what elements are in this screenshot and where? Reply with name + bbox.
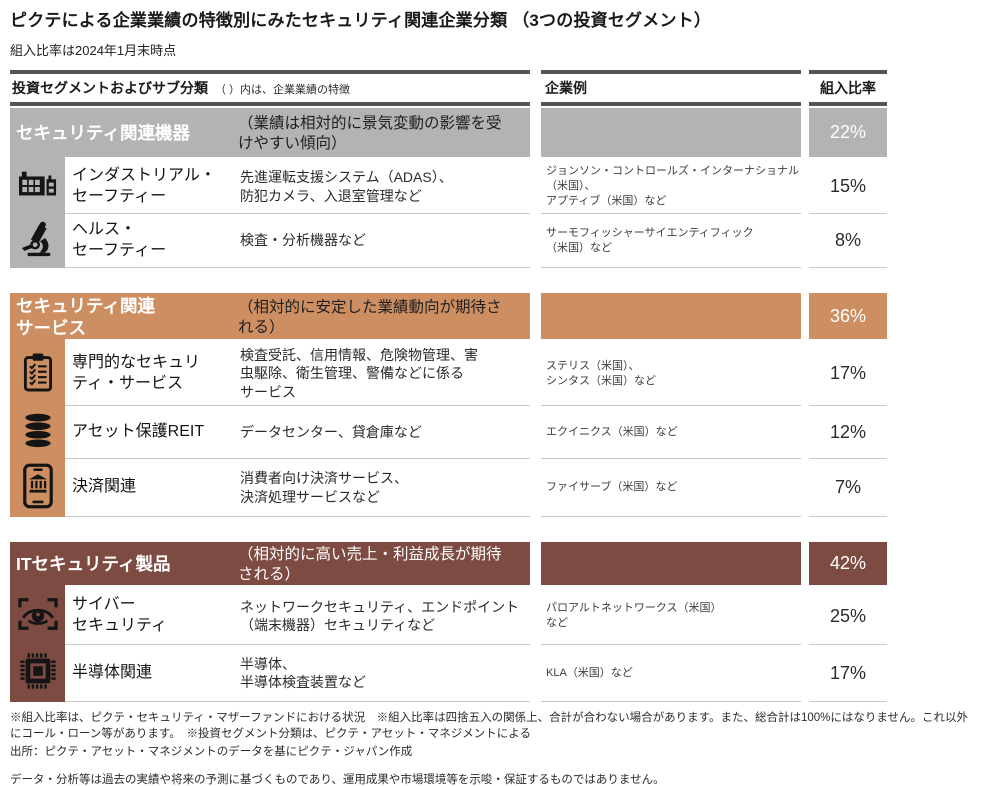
segment-name: ITセキュリティ製品	[16, 554, 171, 575]
payment-phone-icon	[21, 463, 55, 514]
factory-icon	[17, 166, 59, 209]
row-weight: 17%	[809, 645, 887, 702]
row-label: 半導体関連	[65, 645, 235, 702]
segment-weight-badge: 22%	[809, 108, 887, 160]
checklist-icon	[20, 351, 56, 398]
page-title: ピクテによる企業業績の特徴別にみたセキュリティ関連企業分類 （3つの投資セグメン…	[10, 11, 712, 30]
table-row: サイバー セキュリティ ネットワークセキュリティ、エンドポイント （端末機器）セ…	[10, 588, 887, 645]
segment-name: セキュリティ関連 サービス	[16, 295, 155, 338]
column-headers: 投資セグメントおよびサブ分類 （ ）内は、企業業績の特徴 企業例 組入比率	[10, 74, 887, 102]
table-row: 半導体関連 半導体、 半導体検査装置など KLA（米国）など 17%	[10, 645, 887, 702]
row-examples: KLA（米国）など	[541, 645, 801, 702]
row-description: ネットワークセキュリティ、エンドポイント （端末機器）セキュリティなど	[235, 588, 530, 645]
table-row: 決済関連 消費者向け決済サービス、 決済処理サービスなど ファイサーブ（米国）な…	[10, 459, 887, 517]
segment-header: セキュリティ関連 サービス （相対的に安定した業績動向が期待さ れる） 36%	[10, 293, 887, 342]
column-header-segment-note: （ ）内は、企業業績の特徴	[215, 84, 351, 96]
row-label: アセット保護REIT	[65, 406, 235, 459]
segment-it-products: ITセキュリティ製品 （相対的に高い売上・利益成長が期待 される） 42%	[10, 542, 972, 702]
row-examples: ファイサーブ（米国）など	[541, 459, 801, 517]
row-weight: 15%	[809, 160, 887, 214]
microscope-icon	[19, 219, 57, 264]
footnotes: ※組入比率は、ピクテ・セキュリティ・マザーファンドにおける状況 ※組入比率は四捨…	[10, 710, 972, 786]
footnote-source: 出所：ピクテ・アセット・マネジメントのデータを基にピクテ・ジャパン作成	[10, 745, 413, 758]
segment-trait: （相対的に安定した業績動向が期待さ れる）	[238, 298, 502, 336]
row-label: 専門的なセキュリ ティ・サービス	[65, 342, 235, 406]
row-description: 検査・分析機器など	[235, 214, 530, 268]
header-rule-bottom	[10, 102, 887, 106]
row-examples: エクイニクス（米国）など	[541, 406, 801, 459]
row-weight: 25%	[809, 588, 887, 645]
segment-trait: （相対的に高い売上・利益成長が期待 される）	[238, 546, 502, 583]
eye-scan-icon	[16, 595, 60, 638]
footnote-disclaimer: データ・分析等は過去の実績や将来の予測に基づくものであり、運用成果や市場環境等を…	[10, 773, 665, 786]
row-label: ヘルス・ セーフティー	[65, 214, 235, 268]
chip-icon	[17, 650, 59, 697]
row-examples: パロアルトネットワークス（米国） など	[541, 588, 801, 645]
table-row: アセット保護REIT データセンター、貸倉庫など エクイニクス（米国）など 12…	[10, 406, 887, 459]
row-description: 半導体、 半導体検査装置など	[235, 645, 530, 702]
segment-services: セキュリティ関連 サービス （相対的に安定した業績動向が期待さ れる） 36%	[10, 293, 972, 517]
segment-weight-badge: 42%	[809, 542, 887, 588]
row-weight: 8%	[809, 214, 887, 268]
page-subtitle: 組入比率は2024年1月末時点	[10, 43, 177, 58]
row-label: サイバー セキュリティ	[65, 588, 235, 645]
column-header-examples: 企業例	[545, 80, 587, 96]
segment-name: セキュリティ関連機器	[16, 123, 190, 144]
table-header: 投資セグメントおよびサブ分類 （ ）内は、企業業績の特徴 企業例 組入比率	[10, 70, 972, 106]
segment-weight-badge: 36%	[809, 293, 887, 342]
row-weight: 17%	[809, 342, 887, 406]
database-icon	[20, 410, 56, 455]
segment-trait: （業績は相対的に景気変動の影響を受 けやすい傾向）	[238, 115, 502, 152]
segment-header: セキュリティ関連機器 （業績は相対的に景気変動の影響を受 けやすい傾向） 22%	[10, 108, 887, 160]
segment-equipment: セキュリティ関連機器 （業績は相対的に景気変動の影響を受 けやすい傾向） 22%	[10, 108, 972, 268]
row-label: インダストリアル・ セーフティー	[65, 160, 235, 214]
row-label: 決済関連	[65, 459, 235, 517]
row-description: 先進運転支援システム（ADAS）、 防犯カメラ、入退室管理など	[235, 160, 530, 214]
footnote-notes: ※組入比率は、ピクテ・セキュリティ・マザーファンドにおける状況 ※組入比率は四捨…	[10, 712, 969, 741]
row-description: データセンター、貸倉庫など	[235, 406, 530, 459]
column-header-weight: 組入比率	[820, 80, 876, 96]
row-examples: サーモフィッシャーサイエンティフィック （米国）など	[541, 214, 801, 268]
row-examples: ステリス（米国）、 シンタス（米国）など	[541, 342, 801, 406]
header-rule-top	[10, 70, 887, 74]
table-row: ヘルス・ セーフティー 検査・分析機器など サーモフィッシャーサイエンティフィッ…	[10, 214, 887, 268]
column-header-segment: 投資セグメントおよびサブ分類	[12, 80, 208, 96]
row-weight: 12%	[809, 406, 887, 459]
table-row: 専門的なセキュリ ティ・サービス 検査受託、信用情報、危険物管理、害 虫駆除、衛…	[10, 342, 887, 406]
row-weight: 7%	[809, 459, 887, 517]
table-row: インダストリアル・ セーフティー 先進運転支援システム（ADAS）、 防犯カメラ…	[10, 160, 887, 214]
row-description: 消費者向け決済サービス、 決済処理サービスなど	[235, 459, 530, 517]
row-description: 検査受託、信用情報、危険物管理、害 虫駆除、衛生管理、警備などに係る サービス	[235, 342, 530, 406]
segment-header: ITセキュリティ製品 （相対的に高い売上・利益成長が期待 される） 42%	[10, 542, 887, 588]
row-examples: ジョンソン・コントロールズ・インターナショナル （米国）、 アプティブ（米国）な…	[541, 160, 801, 214]
